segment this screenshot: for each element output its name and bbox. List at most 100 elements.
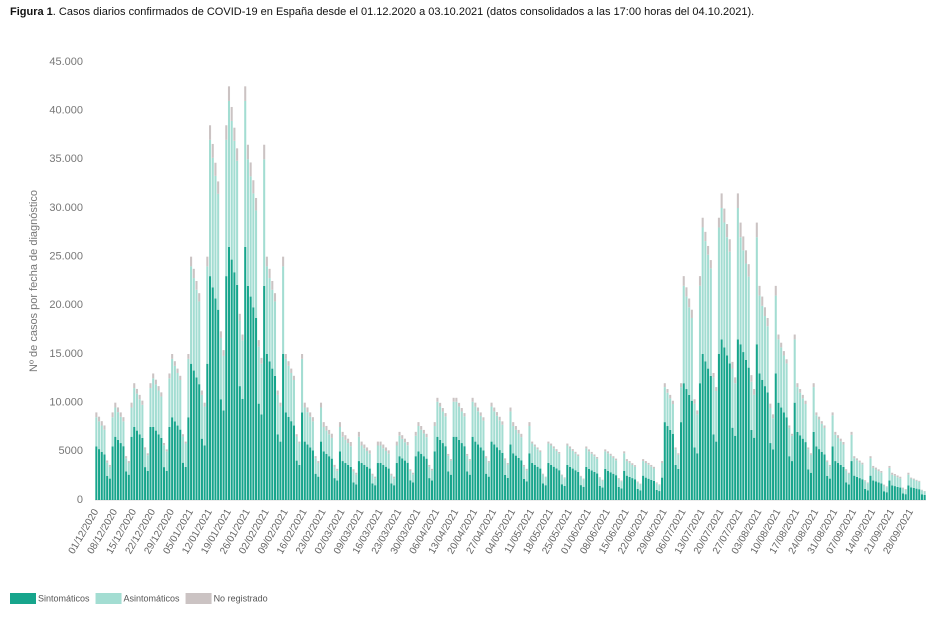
bar-segment (198, 384, 201, 500)
bar-segment (203, 402, 206, 407)
bar-segment (125, 456, 128, 459)
bar-segment (271, 281, 274, 290)
bar-segment (774, 373, 777, 500)
bar-segment (322, 422, 325, 427)
bar-segment (541, 473, 545, 475)
bar-segment (891, 474, 894, 486)
bar-segment (809, 454, 812, 473)
bar-segment (633, 466, 637, 480)
bar-segment (793, 334, 796, 340)
bar-segment (720, 208, 723, 340)
bar-segment (152, 373, 155, 379)
bar-segment (780, 342, 783, 348)
bar-segment (550, 443, 553, 446)
bar-segment (420, 453, 423, 500)
bar-segment (284, 412, 287, 500)
bar-segment (661, 477, 664, 500)
bar-segment (628, 462, 631, 477)
bar-segment (560, 474, 563, 476)
bar-segment (490, 441, 493, 500)
bar-segment (531, 441, 534, 444)
bar-segment (428, 478, 431, 500)
bar-segment (119, 412, 122, 417)
bar-segment (907, 485, 910, 500)
bar-segment (666, 389, 669, 393)
legend-label: Sintomáticos (38, 593, 90, 603)
bar-segment (468, 474, 471, 500)
bar-segment (547, 463, 550, 500)
bar-segment (609, 472, 612, 500)
bar-segment (382, 448, 385, 465)
bar-segment (260, 363, 263, 415)
bar-segment (495, 412, 498, 416)
bar-segment (347, 464, 350, 500)
bar-segment (401, 458, 404, 500)
bar-segment (587, 449, 591, 452)
title-text: . Casos diarios confirmados de COVID-19 … (53, 6, 754, 18)
bar-segment (631, 464, 634, 479)
bar-segment (609, 455, 612, 473)
bar-segment (412, 474, 415, 483)
bar-segment (753, 389, 756, 395)
bar-segment (696, 453, 699, 500)
bar-segment (541, 474, 545, 484)
bar-segment (896, 475, 899, 478)
bar-segment (214, 298, 217, 500)
bar-segment (190, 256, 193, 267)
bar-segment (390, 483, 393, 500)
bar-segment (674, 449, 677, 465)
bar-segment (127, 474, 130, 500)
bar-segment (636, 482, 639, 490)
bar-segment (901, 493, 905, 500)
bar-segment (398, 456, 401, 500)
bar-segment (698, 276, 702, 286)
bar-segment (650, 479, 653, 500)
bar-segment (571, 450, 574, 469)
bar-segment (701, 217, 704, 228)
bar-segment (249, 296, 252, 500)
bar-segment (276, 394, 279, 435)
bar-segment (162, 467, 166, 500)
bar-segment (149, 383, 152, 389)
bar-segment (823, 427, 826, 455)
bar-segment (712, 434, 715, 500)
bar-segment (116, 407, 120, 413)
bar-segment (777, 402, 780, 500)
bar-segment (861, 462, 864, 465)
bar-segment (747, 264, 750, 277)
bar-segment (587, 451, 591, 469)
bar-segment (222, 350, 225, 356)
bar-segment (184, 441, 187, 444)
bar-segment (904, 489, 907, 495)
bar-segment (352, 471, 355, 483)
bar-segment (866, 490, 869, 500)
bar-segment (571, 449, 574, 451)
bar-segment (918, 480, 921, 482)
bar-segment (414, 456, 417, 500)
bar-segment (650, 464, 653, 467)
bar-segment (872, 467, 875, 481)
bar-segment (590, 470, 593, 500)
bar-segment (198, 293, 201, 302)
bar-segment (403, 438, 406, 443)
bar-segment (317, 461, 320, 464)
bar-segment (428, 466, 431, 479)
bar-segment (479, 447, 482, 500)
bar-segment (812, 383, 815, 388)
bar-segment (582, 486, 585, 500)
bar-segment (441, 408, 444, 412)
bar-segment (144, 467, 147, 500)
bar-segment (615, 475, 618, 500)
bar-segment (341, 436, 344, 462)
bar-segment (255, 197, 258, 211)
bar-segment (130, 402, 133, 408)
bar-segment (336, 480, 339, 500)
bar-segment (398, 435, 401, 457)
bar-segment (569, 466, 572, 500)
bar-segment (209, 276, 212, 500)
bar-segment (125, 471, 128, 500)
bar-segment (219, 337, 222, 400)
bar-segment (642, 459, 645, 462)
bar-segment (336, 470, 339, 481)
